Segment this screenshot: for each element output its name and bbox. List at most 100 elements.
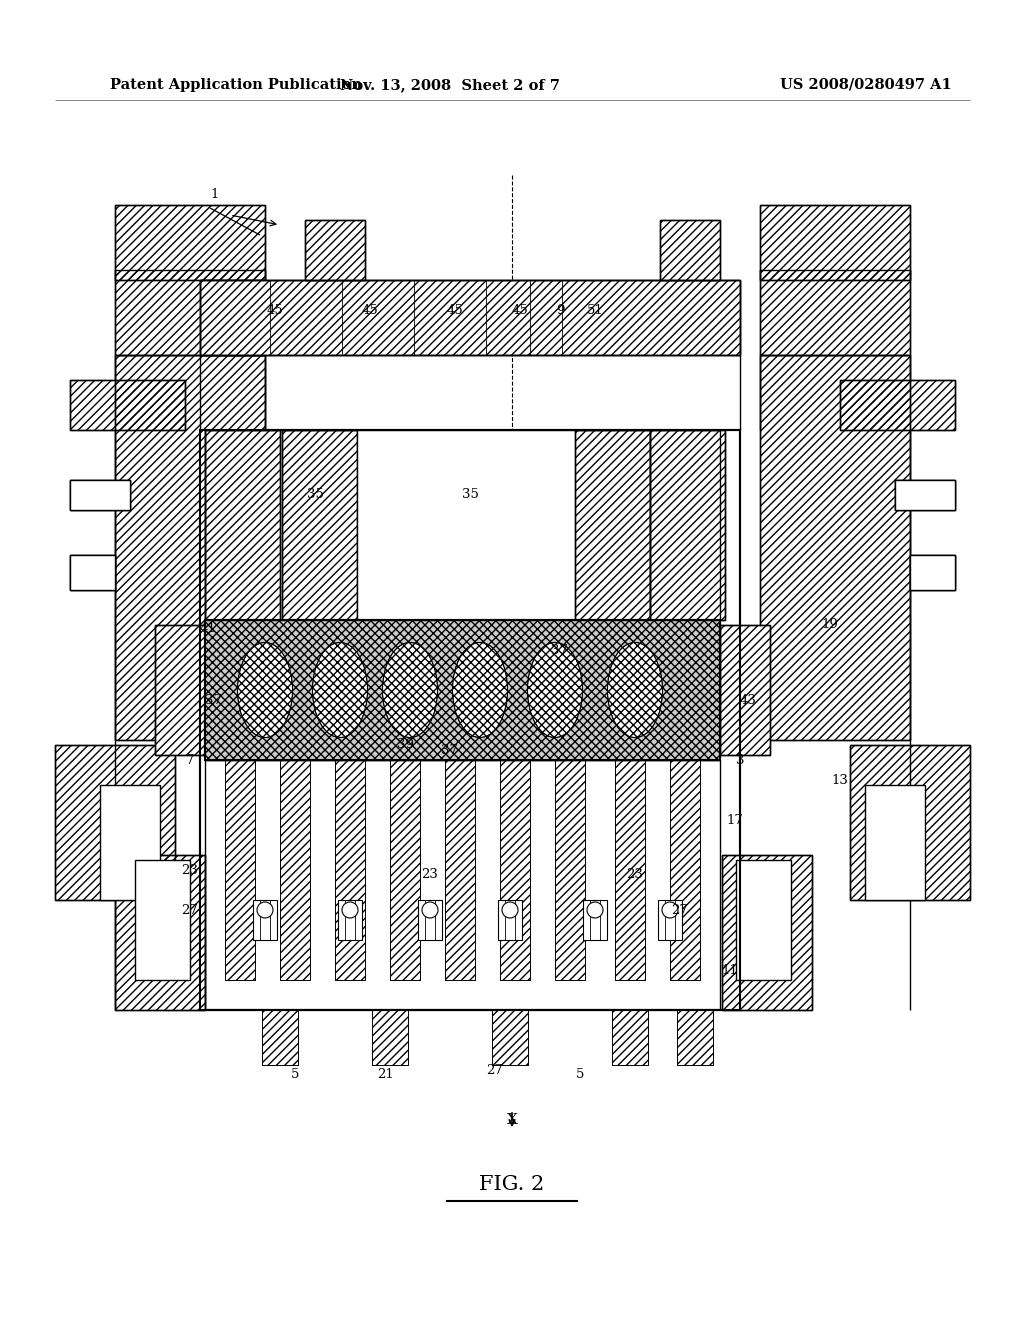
Ellipse shape (238, 643, 293, 738)
Text: 3: 3 (736, 754, 744, 767)
Ellipse shape (312, 643, 368, 738)
Bar (722, 855, 812, 1010)
Bar (660, 220, 720, 280)
Bar (555, 760, 585, 979)
Bar (498, 900, 522, 940)
Bar (760, 355, 910, 741)
Bar (418, 900, 442, 940)
Bar (615, 760, 645, 979)
Ellipse shape (527, 643, 583, 738)
Bar (55, 744, 175, 900)
Text: Patent Application Publication: Patent Application Publication (110, 78, 362, 92)
Circle shape (342, 902, 358, 917)
Bar (583, 900, 607, 940)
Bar (357, 430, 575, 620)
Bar (850, 744, 970, 900)
Text: 27: 27 (672, 903, 688, 916)
Bar (372, 1010, 408, 1065)
Bar (372, 1010, 408, 1065)
Bar (500, 760, 530, 979)
Bar (677, 1010, 713, 1065)
Text: 37: 37 (441, 743, 459, 756)
Bar (305, 220, 365, 280)
Bar (55, 744, 175, 900)
Text: 45: 45 (266, 304, 284, 317)
Bar (100, 785, 160, 900)
Bar (70, 380, 185, 430)
Bar (445, 760, 475, 979)
Bar (70, 380, 185, 430)
Bar (155, 624, 205, 755)
Bar (390, 760, 420, 979)
Text: 21: 21 (377, 1068, 393, 1081)
Circle shape (257, 902, 273, 917)
Bar (305, 220, 365, 280)
Text: 35: 35 (462, 488, 478, 502)
Bar (115, 355, 265, 741)
Text: 23: 23 (181, 863, 199, 876)
Bar (445, 760, 475, 979)
Text: 1: 1 (211, 189, 219, 202)
Bar (155, 624, 205, 755)
Bar (658, 900, 682, 940)
Text: 27: 27 (181, 903, 199, 916)
Bar (225, 760, 255, 979)
Text: 17: 17 (727, 813, 743, 826)
Bar (895, 480, 955, 510)
Bar (262, 1010, 298, 1065)
Circle shape (422, 902, 438, 917)
Text: 39: 39 (396, 738, 414, 751)
Bar (115, 355, 265, 741)
Bar (70, 480, 130, 510)
Bar (135, 861, 190, 979)
Bar (500, 760, 530, 979)
Bar (200, 430, 740, 1010)
Text: 45: 45 (446, 304, 464, 317)
Bar (205, 620, 720, 760)
Bar (70, 554, 115, 590)
Ellipse shape (453, 643, 508, 738)
Bar (760, 205, 910, 280)
Text: 7: 7 (185, 754, 195, 767)
Text: 35: 35 (306, 488, 324, 502)
Text: Nov. 13, 2008  Sheet 2 of 7: Nov. 13, 2008 Sheet 2 of 7 (340, 78, 560, 92)
Text: 23: 23 (422, 869, 438, 882)
Bar (200, 280, 740, 355)
Ellipse shape (607, 643, 663, 738)
Bar (335, 760, 365, 979)
Bar (70, 554, 115, 590)
Bar (253, 900, 278, 940)
Bar (760, 271, 910, 355)
Bar (677, 1010, 713, 1065)
Text: 5: 5 (575, 1068, 584, 1081)
Circle shape (502, 902, 518, 917)
Bar (335, 760, 365, 979)
Text: 23: 23 (627, 869, 643, 882)
Text: 37: 37 (205, 693, 221, 706)
Bar (650, 430, 725, 620)
Bar (555, 760, 585, 979)
Bar (670, 760, 700, 979)
Bar (720, 624, 770, 755)
Bar (910, 554, 955, 590)
Bar (70, 554, 115, 590)
Bar (115, 855, 205, 1010)
Bar (225, 760, 255, 979)
Bar (205, 430, 280, 620)
Bar (115, 271, 265, 355)
Text: 9: 9 (556, 304, 564, 317)
Bar (850, 744, 970, 900)
Bar (612, 1010, 648, 1065)
Ellipse shape (383, 643, 437, 738)
Bar (575, 430, 650, 620)
Bar (70, 480, 130, 510)
Bar (736, 861, 791, 979)
Bar (865, 785, 925, 900)
Bar (910, 554, 955, 590)
Bar (660, 220, 720, 280)
Text: 45: 45 (361, 304, 379, 317)
Bar (760, 355, 910, 741)
Text: 5: 5 (291, 1068, 299, 1081)
Bar (390, 760, 420, 979)
Bar (205, 430, 280, 620)
